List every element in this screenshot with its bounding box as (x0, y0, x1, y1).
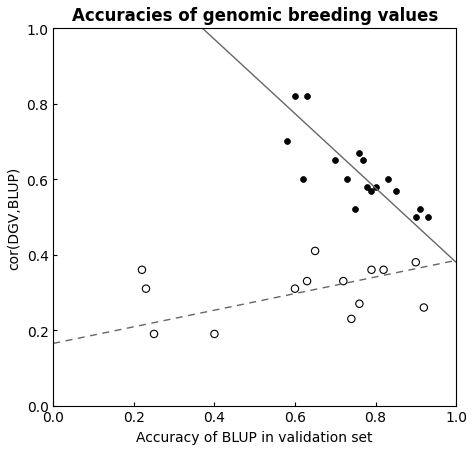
Point (420, 304, 428, 312)
Point (352, 207, 359, 214)
Point (210, 331, 218, 338)
Point (424, 214, 432, 221)
Point (291, 93, 299, 101)
Point (331, 157, 339, 165)
Title: Accuracies of genomic breeding values: Accuracies of genomic breeding values (72, 7, 438, 25)
Point (380, 267, 387, 274)
Point (142, 285, 150, 293)
Point (347, 316, 355, 323)
Point (303, 278, 311, 285)
Point (360, 157, 367, 165)
Point (339, 278, 347, 285)
Point (364, 184, 371, 191)
Point (344, 176, 351, 184)
Point (303, 93, 311, 101)
Point (392, 188, 400, 195)
Point (412, 214, 419, 221)
Point (138, 267, 146, 274)
Point (356, 300, 363, 308)
Y-axis label: cor(DGV,BLUP): cor(DGV,BLUP) (7, 166, 21, 269)
Point (416, 207, 424, 214)
X-axis label: Accuracy of BLUP in validation set: Accuracy of BLUP in validation set (137, 430, 373, 444)
Point (299, 176, 307, 184)
Point (150, 331, 158, 338)
Point (412, 259, 419, 266)
Point (283, 138, 291, 146)
Point (368, 267, 375, 274)
Point (291, 285, 299, 293)
Point (311, 248, 319, 255)
Point (384, 176, 392, 184)
Point (356, 150, 363, 157)
Point (372, 184, 379, 191)
Point (368, 188, 375, 195)
